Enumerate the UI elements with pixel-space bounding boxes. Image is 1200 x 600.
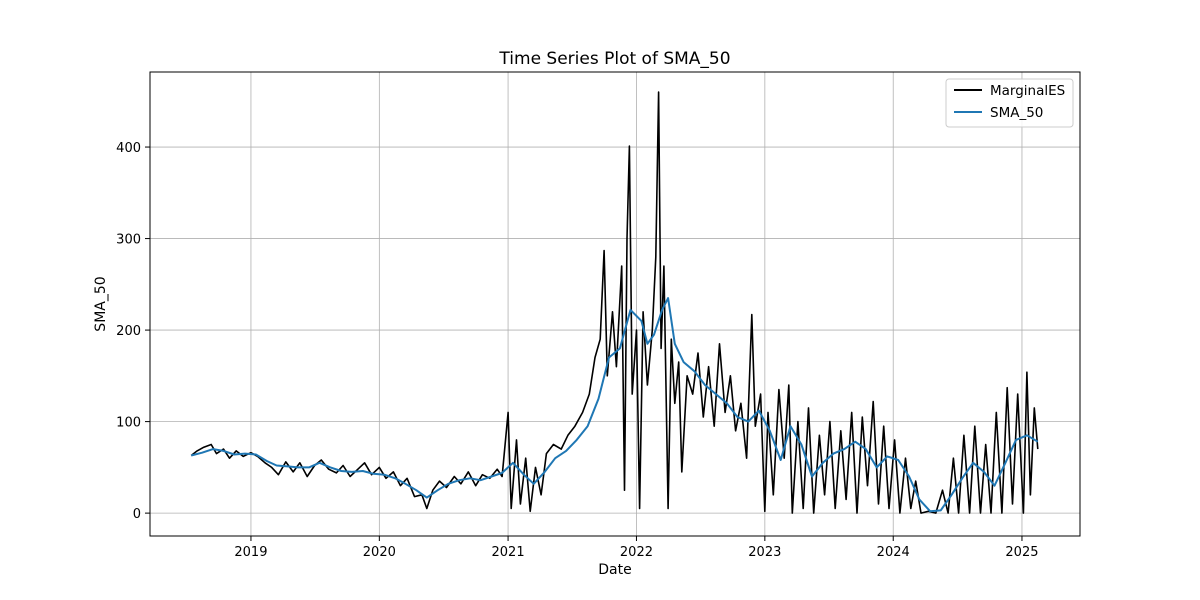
y-tick-label: 200 [116,324,141,339]
chart-title: Time Series Plot of SMA_50 [498,49,730,69]
y-tick-label: 400 [116,141,141,156]
legend: MarginalES SMA_50 [945,78,1074,128]
x-axis: 2019 2020 2021 2022 2023 2024 2025 [234,536,1039,560]
grid [150,72,1080,536]
x-tick-label: 2019 [234,545,267,560]
legend-label-marginales: MarginalES [990,83,1065,99]
y-tick-label: 100 [116,416,141,431]
x-axis-label: Date [598,562,631,578]
y-tick-label: 0 [133,507,141,522]
x-tick-label: 2021 [492,545,525,560]
series-layer [190,91,1039,514]
plot-frame [149,71,1081,537]
x-tick-label: 2024 [877,545,910,560]
y-tick-label: 300 [116,233,141,248]
x-tick-label: 2023 [748,545,781,560]
y-axis-label: SMA_50 [93,276,109,331]
series-line-marginales [190,91,1039,514]
legend-label-sma50: SMA_50 [990,105,1043,121]
y-axis: 0 100 200 300 400 [116,141,150,522]
x-tick-label: 2022 [620,545,653,560]
x-tick-label: 2020 [363,545,396,560]
x-tick-label: 2025 [1005,545,1038,560]
series-line-sma50 [190,297,1039,513]
